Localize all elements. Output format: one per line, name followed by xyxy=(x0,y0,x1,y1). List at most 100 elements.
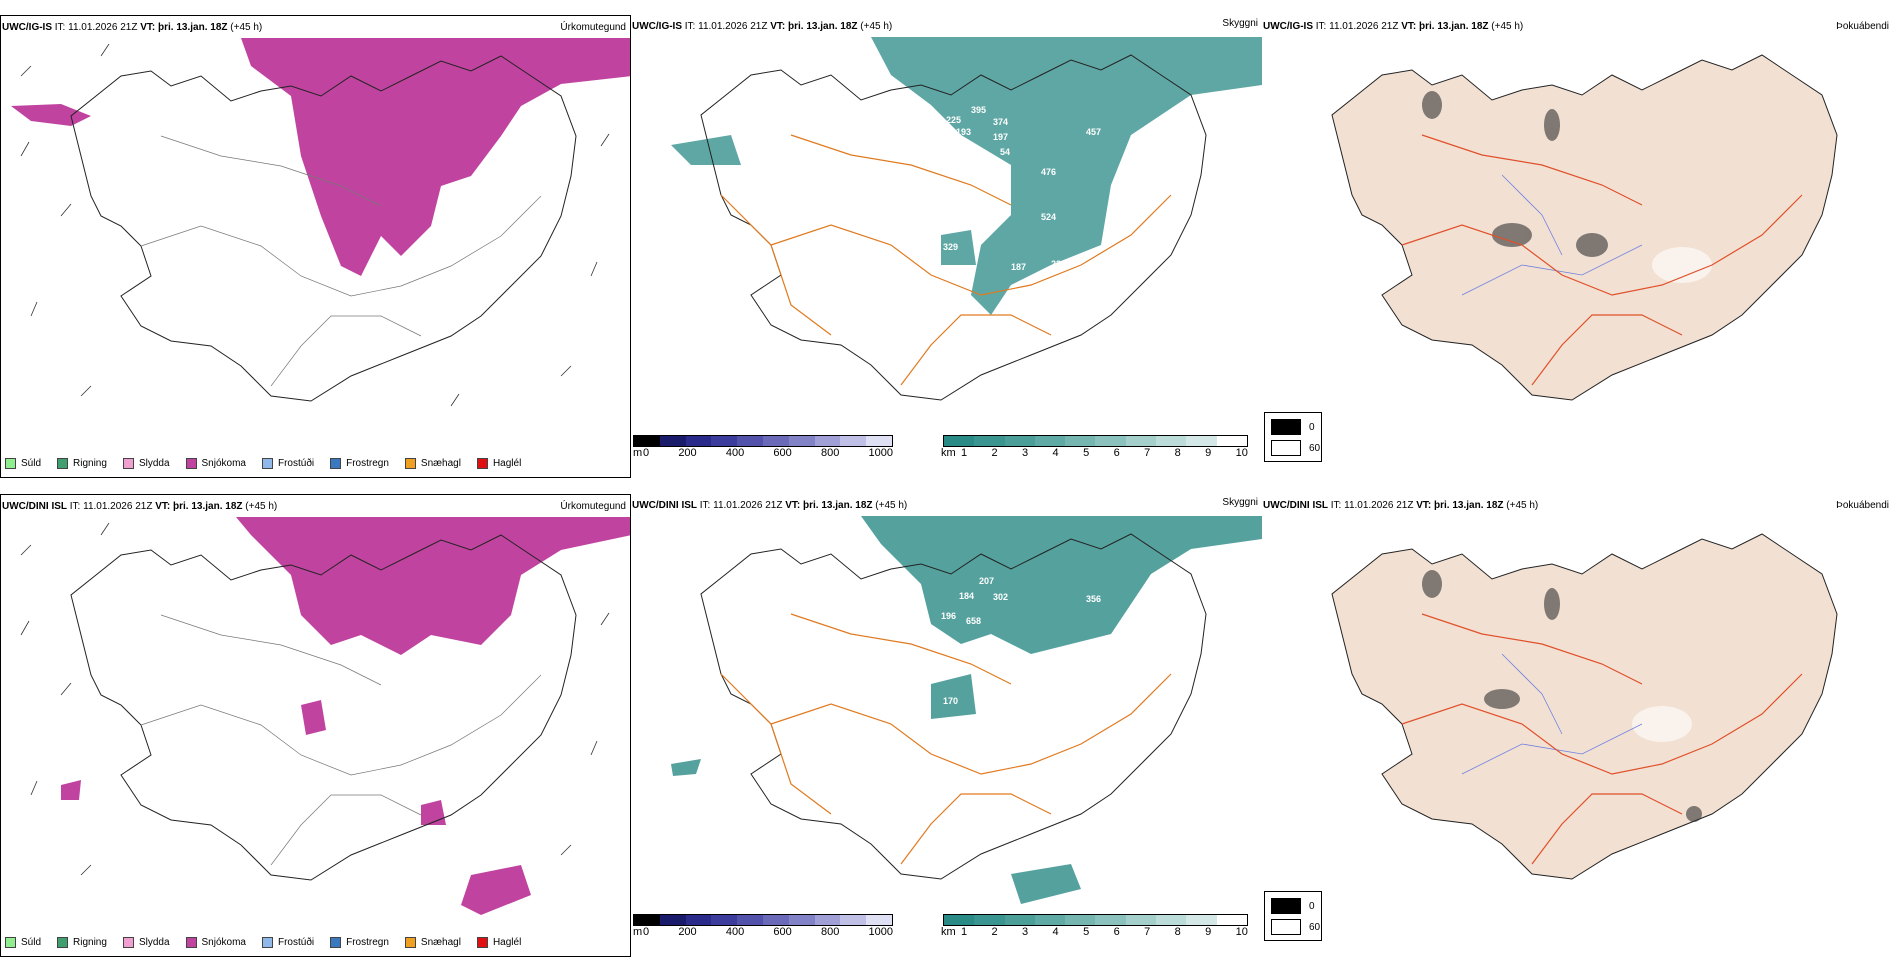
precip-legend: Súld Rigning Slydda Snjókoma Frostúði Fr… xyxy=(5,458,537,469)
legend-swatch xyxy=(404,937,416,948)
init-time: 11.01.2026 21Z xyxy=(1329,21,1399,32)
cloud-label: 85 xyxy=(1139,143,1149,153)
color-scale-bar xyxy=(633,435,893,447)
cloud-map: 225 395 193 374 369 197 54 457 85 476 52… xyxy=(671,37,1262,401)
legend-label: Súld xyxy=(21,937,42,948)
visibility-scale: 1 2 3 4 5 6 7 8 9 10 km xyxy=(941,914,1248,938)
scale-tick: 8 xyxy=(1174,447,1181,459)
cloud-label: 197 xyxy=(993,132,1008,142)
scale-tick: 1 xyxy=(961,926,968,938)
cloud-label: 193 xyxy=(956,127,971,137)
cloud-label: 658 xyxy=(966,616,981,626)
legend-label: Súld xyxy=(21,458,42,469)
scale-tick: 200 xyxy=(678,447,697,459)
legend-swatch xyxy=(5,937,16,948)
fog-map xyxy=(1331,54,1838,401)
panel-header: UWC/DINI ISL IT: 11.01.2026 21Z VT: þri.… xyxy=(2,501,277,512)
roads xyxy=(140,135,542,387)
legend-label: Snæhagl xyxy=(420,937,461,948)
roads xyxy=(1401,134,1803,386)
panel-title: Þokuábendi xyxy=(1836,500,1889,511)
scale-tick: 3 xyxy=(1022,447,1029,459)
precip-map xyxy=(20,517,630,915)
scale-tick: 7 xyxy=(1144,447,1151,459)
cloud-label: 329 xyxy=(943,242,958,252)
cloud-label: 196 xyxy=(941,611,956,621)
panel-title: Þokuábendi xyxy=(1836,21,1889,32)
legend-swatch xyxy=(122,937,134,948)
valid-time: þri. 13.jan. 18Z xyxy=(803,500,873,511)
scale-tick: 3 xyxy=(1022,926,1029,938)
cloud-label: 311 xyxy=(1059,782,1074,792)
iceland-outline xyxy=(700,533,1207,880)
cloud-label: 524 xyxy=(1041,212,1056,222)
legend-item-sudd: Súld xyxy=(5,458,41,469)
iceland-outline xyxy=(70,55,577,402)
fog-spots xyxy=(1422,570,1702,822)
roads xyxy=(140,614,542,866)
init-time: 11.01.2026 21Z xyxy=(68,22,138,33)
scale-tick: 400 xyxy=(725,926,745,938)
cloud-label: 54 xyxy=(1000,147,1010,157)
wind-barbs xyxy=(20,43,610,407)
valid-label: VT: xyxy=(785,500,801,511)
legend-label: Frostregn xyxy=(346,937,389,948)
legend-label: Frostúði xyxy=(277,937,315,948)
scale-tick: 1 xyxy=(961,447,968,459)
lead-time: (+45 h) xyxy=(1506,500,1539,511)
legend-swatch xyxy=(57,458,69,469)
scale-tick: 2 xyxy=(991,447,998,459)
scale-tick: 5 xyxy=(1083,447,1090,459)
iceland-land xyxy=(1331,54,1838,401)
cloud-label: 344 xyxy=(1105,896,1120,906)
scale-tick: 6 xyxy=(1113,926,1120,938)
legend-swatch xyxy=(330,937,342,948)
model-name: UWC/IG-IS xyxy=(1263,21,1313,32)
valid-time: þri. 13.jan. 18Z xyxy=(158,22,228,33)
scale-unit: m xyxy=(633,447,643,459)
scale-tick: 1000 xyxy=(868,447,893,459)
lead-time: (+45 h) xyxy=(1491,21,1524,32)
init-label: IT: xyxy=(684,21,696,32)
scale-tick: 600 xyxy=(773,926,792,938)
scale-tick: 0 xyxy=(643,447,650,459)
model-name: UWC/DINI ISL xyxy=(632,500,697,511)
cloud-label: 187 xyxy=(1011,262,1026,272)
panel-header: UWC/DINI ISL IT: 11.01.2026 21Z VT: þri.… xyxy=(1263,500,1538,511)
legend-row: 0 xyxy=(1271,419,1315,435)
cloud-map: 207 184 302 196 658 356 191 170 311 344 xyxy=(671,516,1262,906)
scale-tick: 600 xyxy=(773,447,792,459)
scale-tick: 9 xyxy=(1205,447,1212,459)
legend-label: Snæhagl xyxy=(420,458,461,469)
panel-title: Úrkomutegund xyxy=(560,22,626,33)
cloud-base-scale: 0 200 400 600 800 1000 m xyxy=(633,914,893,938)
roads xyxy=(720,134,1172,386)
legend-swatch xyxy=(122,458,134,469)
legend-item-frostudi: Frostúði xyxy=(261,458,315,469)
legend-label: Frostúði xyxy=(277,458,315,469)
iceland-land xyxy=(1331,533,1838,880)
cloud-label: 184 xyxy=(959,591,974,601)
cloud-label: 356 xyxy=(1086,594,1101,604)
legend-swatch xyxy=(1271,419,1301,435)
panel-header: UWC/IG-IS IT: 11.01.2026 21Z VT: þri. 13… xyxy=(632,21,892,32)
init-time: 11.01.2026 21Z xyxy=(1344,500,1414,511)
valid-label: VT: xyxy=(1401,21,1417,32)
legend-label: Rigning xyxy=(73,458,107,469)
panel-header: UWC/DINI ISL IT: 11.01.2026 21Z VT: þri.… xyxy=(632,500,907,511)
cloud-label: 369 xyxy=(943,140,958,150)
fog-spots xyxy=(1422,91,1712,283)
init-label: IT: xyxy=(1330,500,1342,511)
valid-time: þri. 13.jan. 18Z xyxy=(1419,21,1489,32)
model-name: UWC/IG-IS xyxy=(2,22,52,33)
cloud-base-scale: 0 200 400 600 800 1000 m xyxy=(633,435,893,459)
panel-title: Úrkomutegund xyxy=(560,501,626,512)
legend-swatch xyxy=(1271,919,1301,935)
legend-item-rigning: Rigning xyxy=(57,937,107,948)
panel-header: UWC/IG-IS IT: 11.01.2026 21Z VT: þri. 13… xyxy=(2,22,262,33)
fog-legend-top: 0 60 xyxy=(1264,412,1322,462)
legend-item-haglel: Haglél xyxy=(476,937,521,948)
scale-tick: 800 xyxy=(820,447,840,459)
scale-ticks: 1 2 3 4 5 6 7 8 9 10 xyxy=(943,926,1248,938)
scale-ticks: 0 200 400 600 800 1000 xyxy=(633,926,893,938)
